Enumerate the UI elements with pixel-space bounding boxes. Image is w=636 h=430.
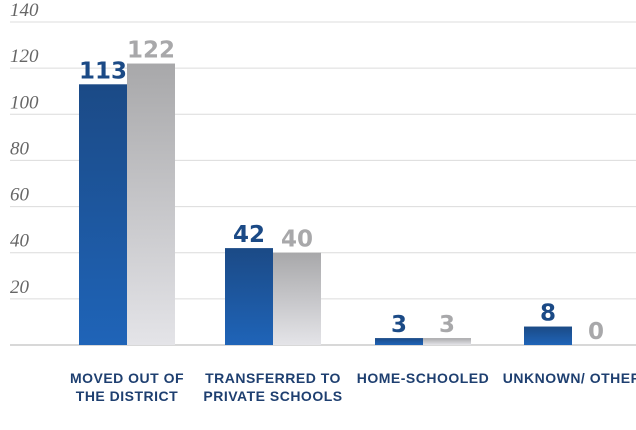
y-tick-label: 80	[10, 138, 30, 159]
bar	[524, 326, 572, 345]
y-tick-label: 140	[10, 0, 39, 21]
bar	[273, 252, 321, 345]
value-label: 0	[588, 319, 604, 345]
x-tick-label: HOME-SCHOOLED	[356, 370, 490, 386]
x-tick-label: MOVED OUT OF THE DISTRICT	[69, 370, 185, 404]
value-label: 8	[540, 301, 556, 327]
x-tick-label: UNKNOWN/ OTHER	[502, 370, 636, 386]
value-label: 42	[233, 222, 265, 248]
y-tick-label: 100	[10, 92, 39, 113]
y-tick-label: 60	[10, 185, 30, 206]
value-label: 3	[391, 312, 407, 338]
value-label: 40	[281, 227, 313, 253]
bar	[127, 63, 175, 346]
value-label: 3	[439, 312, 455, 338]
bar	[423, 338, 471, 345]
bar	[375, 338, 423, 345]
bar	[79, 84, 127, 346]
y-tick-label: 120	[10, 46, 39, 67]
x-tick-label: TRANSFERRED TO PRIVATE SCHOOLS	[203, 370, 343, 404]
y-tick-label: 40	[10, 231, 30, 252]
y-tick-label: 20	[10, 277, 30, 298]
bar	[225, 248, 273, 345]
value-label: 113	[79, 58, 127, 84]
value-label: 122	[127, 38, 175, 64]
